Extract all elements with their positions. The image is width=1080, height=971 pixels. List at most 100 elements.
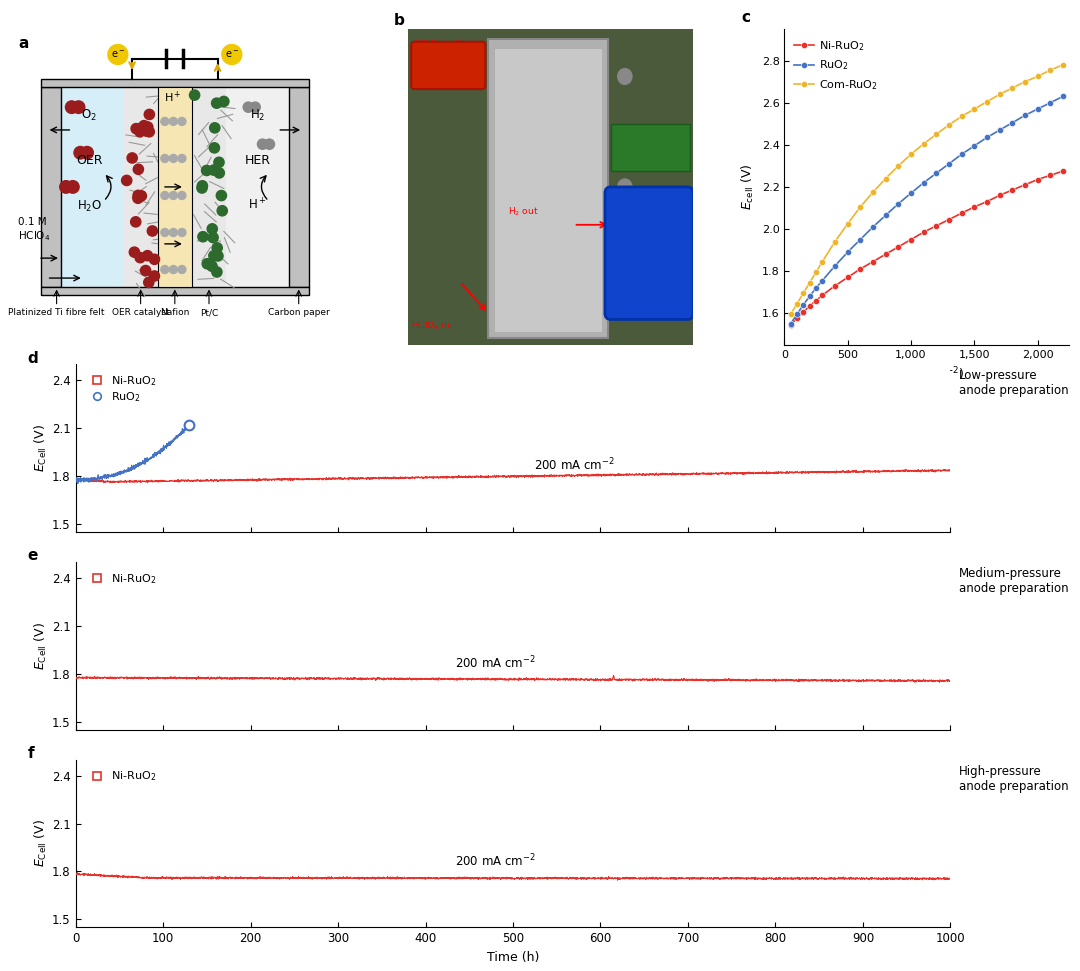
Y-axis label: $E_\mathrm{cell}$ (V): $E_\mathrm{cell}$ (V): [740, 164, 756, 210]
Circle shape: [170, 191, 177, 199]
RuO$_2$: [930, 167, 943, 179]
Circle shape: [127, 152, 137, 163]
Circle shape: [135, 252, 146, 263]
FancyBboxPatch shape: [605, 186, 693, 319]
Com-RuO$_2$: [1056, 59, 1069, 71]
Circle shape: [618, 69, 632, 84]
Com-RuO$_2$: [968, 103, 981, 115]
Y-axis label: $E_\mathrm{Cell}$ (V): $E_\mathrm{Cell}$ (V): [33, 621, 50, 670]
Ni-RuO$_2$: [904, 234, 917, 246]
Com-RuO$_2$: [892, 160, 905, 172]
Text: e$^-$: e$^-$: [225, 49, 239, 60]
Circle shape: [214, 168, 225, 178]
Circle shape: [133, 164, 144, 175]
RuO$_2$: [943, 158, 956, 170]
Circle shape: [210, 122, 220, 133]
Com-RuO$_2$: [784, 309, 797, 320]
Com-RuO$_2$: [1005, 83, 1018, 94]
Text: H$^+$: H$^+$: [164, 89, 181, 105]
Ni-RuO$_2$: [797, 306, 810, 318]
Ni-RuO$_2$: [1005, 184, 1018, 196]
Text: O$_2$: O$_2$: [81, 108, 97, 122]
RuO$_2$: [904, 187, 917, 199]
Ni-RuO$_2$: [930, 220, 943, 232]
Circle shape: [161, 154, 168, 162]
RuO$_2$: [797, 299, 810, 311]
Line: Com-RuO$_2$: Com-RuO$_2$: [787, 62, 1066, 318]
RuO$_2$: [828, 260, 841, 272]
Text: OER catalyst: OER catalyst: [112, 308, 170, 318]
Text: Low-pressure
anode preparation: Low-pressure anode preparation: [959, 369, 1069, 397]
Circle shape: [161, 265, 168, 274]
Bar: [288, 87, 309, 286]
Ni-RuO$_2$: [791, 313, 804, 324]
Line: RuO$_2$: RuO$_2$: [787, 93, 1066, 327]
Circle shape: [178, 117, 186, 125]
RuO$_2$: [784, 318, 797, 329]
Text: High-pressure
anode preparation: High-pressure anode preparation: [959, 765, 1069, 792]
Ni-RuO$_2$: [1056, 165, 1069, 177]
Ni-RuO$_2$: [955, 208, 968, 219]
Circle shape: [208, 165, 219, 175]
Text: Pt/C: Pt/C: [200, 308, 218, 318]
Circle shape: [149, 254, 160, 264]
Ni-RuO$_2$: [968, 201, 981, 213]
RuO$_2$: [917, 177, 930, 188]
Circle shape: [170, 154, 177, 162]
Com-RuO$_2$: [904, 149, 917, 160]
RuO$_2$: [866, 221, 879, 233]
Circle shape: [202, 165, 212, 176]
Circle shape: [144, 126, 154, 137]
Circle shape: [145, 110, 154, 119]
Circle shape: [136, 190, 147, 201]
RuO$_2$: [892, 198, 905, 210]
Legend: Ni-RuO$_2$: Ni-RuO$_2$: [81, 765, 161, 787]
Ni-RuO$_2$: [892, 241, 905, 252]
Circle shape: [212, 243, 222, 253]
Circle shape: [216, 190, 227, 201]
Circle shape: [207, 223, 217, 234]
Circle shape: [219, 96, 229, 107]
RuO$_2$: [968, 140, 981, 151]
Circle shape: [178, 154, 186, 162]
Com-RuO$_2$: [1018, 76, 1031, 87]
RuO$_2$: [981, 132, 994, 144]
Circle shape: [618, 179, 632, 195]
Y-axis label: $E_\mathrm{Cell}$ (V): $E_\mathrm{Cell}$ (V): [33, 424, 50, 472]
Ni-RuO$_2$: [815, 289, 828, 301]
Text: 200 mA cm$^{-2}$: 200 mA cm$^{-2}$: [534, 457, 615, 474]
Circle shape: [198, 232, 208, 242]
Legend: Ni-RuO$_2$, RuO$_2$: Ni-RuO$_2$, RuO$_2$: [81, 370, 161, 409]
Circle shape: [135, 126, 145, 137]
Ni-RuO$_2$: [854, 263, 867, 275]
Bar: [610, 123, 690, 171]
Circle shape: [170, 265, 177, 274]
Ni-RuO$_2$: [784, 318, 797, 330]
Circle shape: [265, 139, 274, 150]
RuO$_2$: [1043, 97, 1056, 109]
Text: Nafion: Nafion: [160, 308, 189, 318]
Circle shape: [212, 98, 221, 109]
RuO$_2$: [879, 210, 892, 221]
RuO$_2$: [1031, 103, 1044, 115]
Circle shape: [178, 191, 186, 199]
RuO$_2$: [994, 124, 1007, 136]
Circle shape: [213, 251, 224, 261]
Circle shape: [207, 261, 217, 271]
Circle shape: [143, 251, 152, 261]
RuO$_2$: [1056, 90, 1069, 102]
Ni-RuO$_2$: [841, 272, 854, 284]
Bar: [226, 87, 288, 286]
Circle shape: [170, 228, 177, 237]
Ni-RuO$_2$: [1031, 174, 1044, 185]
Com-RuO$_2$: [1031, 71, 1044, 83]
Circle shape: [210, 143, 219, 153]
Circle shape: [133, 190, 144, 200]
RuO$_2$: [841, 247, 854, 258]
Text: HClO$_4$ + O$_2$ out: HClO$_4$ + O$_2$ out: [414, 39, 485, 51]
Ni-RuO$_2$: [828, 280, 841, 291]
Bar: [41, 286, 309, 295]
Com-RuO$_2$: [917, 138, 930, 150]
Ni-RuO$_2$: [879, 249, 892, 260]
Y-axis label: $E_\mathrm{Cell}$ (V): $E_\mathrm{Cell}$ (V): [33, 820, 50, 867]
